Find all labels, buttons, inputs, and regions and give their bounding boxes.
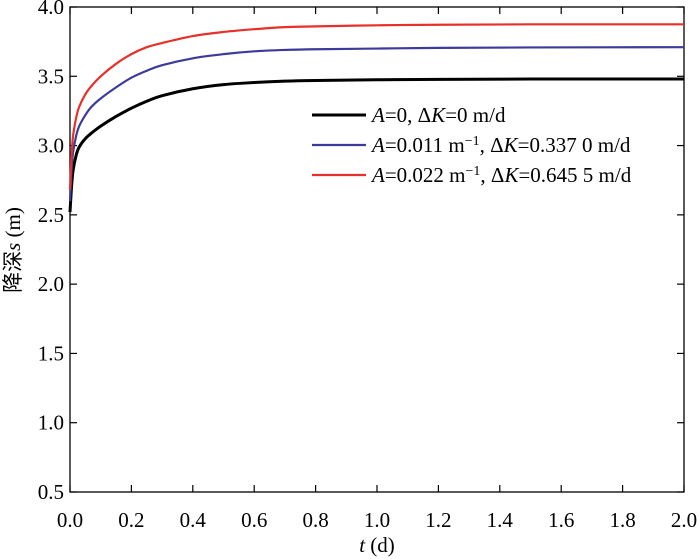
series-line-1: [68, 46, 685, 202]
x-axis-label: t (d): [359, 533, 395, 557]
y-tick-label: 1.0: [38, 411, 64, 435]
x-tick-label: 0.8: [302, 508, 328, 532]
x-tick-label: 2.0: [671, 508, 697, 532]
legend-label-2: A=0.022 m−1, ΔK=0.645 5 m/d: [370, 163, 632, 187]
y-tick-label: 4.0: [38, 0, 64, 19]
x-tick-label: 1.6: [548, 508, 574, 532]
y-tick-label: 3.0: [38, 134, 64, 158]
y-tick-label: 2.5: [38, 203, 64, 227]
x-tick-label: 0.4: [180, 508, 207, 532]
x-tick-label: 0.2: [118, 508, 144, 532]
legend-label-1: A=0.011 m−1, ΔK=0.337 0 m/d: [370, 133, 631, 157]
axis-ticks: 0.0 0.2 0.4 0.6 0.8 1.0 1.2 1.4 1.6 1.8 2.0 0.5 1.0 1…: [38, 0, 697, 532]
y-tick-label: 1.5: [38, 341, 64, 365]
y-tick-label: 2.0: [38, 272, 64, 296]
x-tick-label: 1.0: [364, 508, 390, 532]
y-tick-label: 0.5: [38, 480, 64, 504]
series-line-2: [68, 23, 685, 190]
x-tick-label: 0.0: [57, 508, 83, 532]
y-tick-label: 3.5: [38, 64, 64, 88]
x-tick-label: 1.4: [487, 508, 514, 532]
series-curves: [68, 23, 685, 213]
legend-label-0: A=0, ΔK=0 m/d: [370, 103, 506, 127]
x-tick-label: 1.8: [609, 508, 635, 532]
x-tick-label: 1.2: [425, 508, 451, 532]
legend: A=0, ΔK=0 m/d A=0.011 m−1, ΔK=0.337 0 m/…: [312, 103, 632, 187]
x-tick-label: 0.6: [241, 508, 267, 532]
y-axis-label: 降深s (m): [1, 207, 25, 293]
series-line-0: [68, 77, 685, 213]
